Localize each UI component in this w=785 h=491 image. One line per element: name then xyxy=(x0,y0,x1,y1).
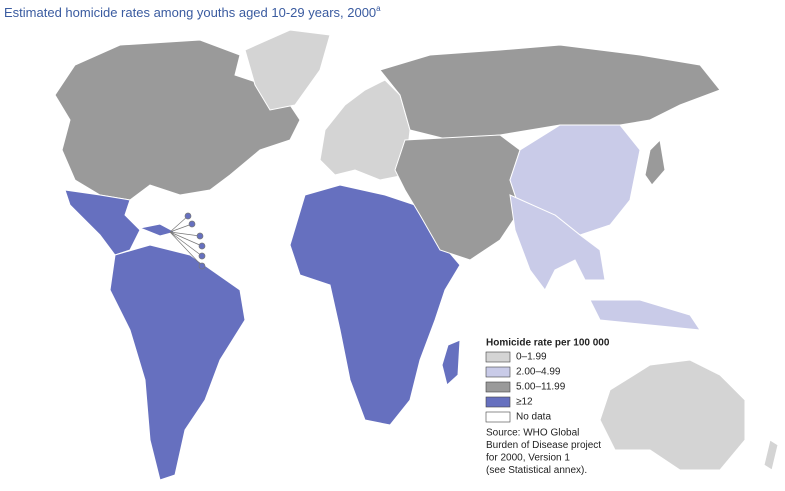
source-line: (see Statistical annex). xyxy=(486,465,587,476)
legend-swatch xyxy=(485,411,511,423)
island xyxy=(196,232,204,240)
greenland xyxy=(244,29,331,111)
south-america xyxy=(109,244,246,481)
legend-label: 2.00–4.99 xyxy=(516,367,561,378)
madagascar xyxy=(441,339,461,386)
callout xyxy=(169,231,203,257)
island xyxy=(184,212,192,220)
north-america xyxy=(54,39,301,201)
map-title: Estimated homicide rates among youths ag… xyxy=(4,4,381,20)
source-line: for 2000, Version 1 xyxy=(486,453,570,464)
indonesia xyxy=(589,299,702,331)
central-america xyxy=(64,189,141,256)
source-line: Burden of Disease project xyxy=(486,440,601,451)
title-text: Estimated homicide rates among youths ag… xyxy=(4,5,376,20)
callout xyxy=(169,223,193,233)
callout xyxy=(169,231,201,237)
russia xyxy=(379,44,721,141)
island xyxy=(188,220,196,228)
world xyxy=(54,29,779,481)
legend-swatch xyxy=(485,381,511,393)
caribbean-callouts xyxy=(169,212,206,270)
japan xyxy=(644,138,666,186)
title-note: a xyxy=(376,4,381,13)
legend-label: ≥12 xyxy=(516,397,533,408)
caribbean xyxy=(138,223,177,237)
legend-swatch xyxy=(485,351,511,363)
australia xyxy=(599,359,746,471)
island xyxy=(198,242,206,250)
island xyxy=(198,252,206,260)
legend-label: 0–1.99 xyxy=(516,352,547,363)
legend-swatch xyxy=(485,396,511,408)
legend: Homicide rate per 100 000 0–1.99 2.00–4.9… xyxy=(485,338,610,423)
south-asia xyxy=(509,194,606,291)
middle-east xyxy=(394,134,521,261)
africa xyxy=(289,184,461,426)
callout xyxy=(169,231,203,247)
source-line: Source: WHO Global xyxy=(486,428,579,439)
callout xyxy=(169,231,203,267)
callout xyxy=(169,215,189,233)
legend-label: 5.00–11.99 xyxy=(516,382,566,393)
legend-swatch xyxy=(485,366,511,378)
legend-title: Homicide rate per 100 000 xyxy=(486,338,610,349)
legend-label: No data xyxy=(516,412,551,423)
island xyxy=(198,262,206,270)
new-zealand xyxy=(763,439,779,471)
